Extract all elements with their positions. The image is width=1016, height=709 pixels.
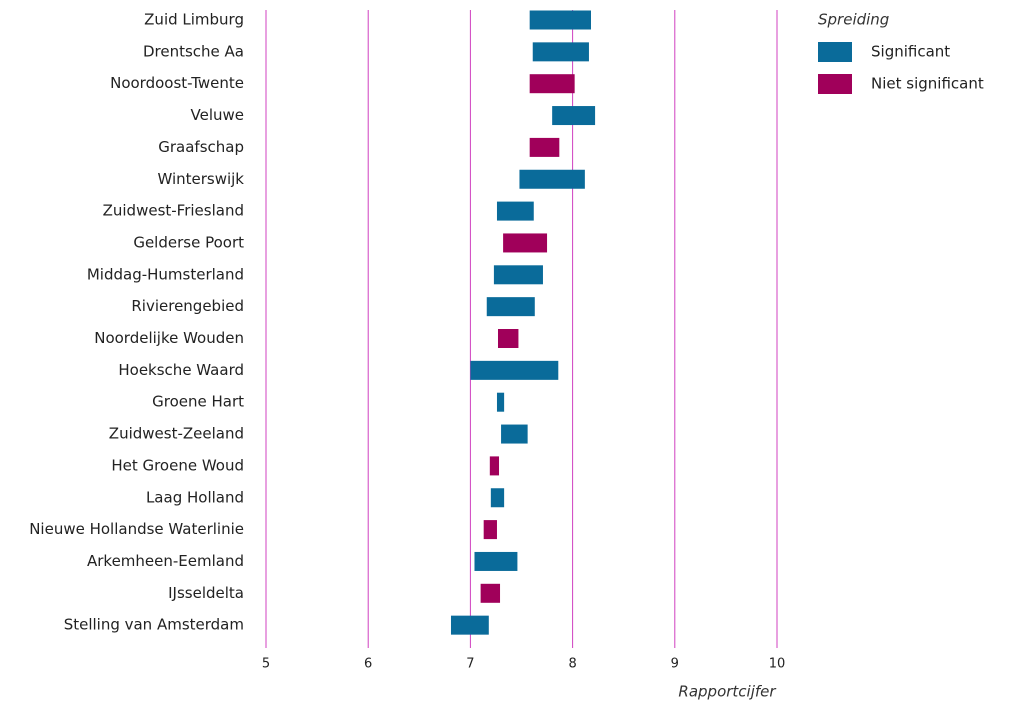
x-axis-label: Rapportcijfer xyxy=(678,683,776,701)
y-tick-label: Het Groene Woud xyxy=(111,456,244,474)
bar xyxy=(501,424,528,444)
x-tick-label: 5 xyxy=(262,657,270,672)
x-tick-label: 7 xyxy=(466,657,474,672)
bar xyxy=(486,297,535,317)
x-tick-label: 6 xyxy=(364,657,372,672)
legend-swatch xyxy=(818,74,852,94)
y-tick-label: Middag-Humsterland xyxy=(87,265,244,283)
legend-swatch xyxy=(818,42,852,62)
y-tick-label: IJsseldelta xyxy=(168,584,244,602)
bar xyxy=(532,42,589,62)
bar xyxy=(490,488,505,508)
y-tick-label: Noordoost-Twente xyxy=(110,74,244,92)
legend-title: Spreiding xyxy=(818,11,889,29)
bar xyxy=(529,74,575,94)
bar xyxy=(529,10,591,30)
bar xyxy=(489,456,500,476)
x-tick-label: 8 xyxy=(568,657,576,672)
y-tick-label: Hoeksche Waard xyxy=(118,361,244,379)
bar xyxy=(450,615,489,635)
legend-label: Significant xyxy=(871,43,950,61)
bar xyxy=(497,329,519,348)
y-tick-label: Noordelijke Wouden xyxy=(94,329,244,347)
bar xyxy=(493,265,543,285)
bar xyxy=(529,137,560,157)
y-tick-label: Winterswijk xyxy=(157,170,244,188)
y-tick-label: Zuidwest-Friesland xyxy=(103,202,244,220)
y-tick-label: Groene Hart xyxy=(152,393,244,411)
bar xyxy=(483,520,497,540)
y-tick-label: Graafschap xyxy=(158,138,244,156)
y-tick-label: Laag Holland xyxy=(146,488,244,506)
y-tick-label: Veluwe xyxy=(191,106,245,124)
x-tick-label: 10 xyxy=(769,657,786,672)
x-tick-label: 9 xyxy=(671,657,679,672)
y-tick-label: Zuid Limburg xyxy=(144,11,244,29)
bar xyxy=(474,551,518,571)
y-tick-label: Rivierengebied xyxy=(131,297,244,315)
bar xyxy=(519,169,585,189)
bar xyxy=(480,583,501,603)
y-tick-label: Zuidwest-Zeeland xyxy=(109,425,244,443)
y-tick-label: Stelling van Amsterdam xyxy=(64,616,244,634)
bar xyxy=(470,360,559,380)
y-tick-label: Gelderse Poort xyxy=(133,233,244,251)
bar xyxy=(496,201,534,221)
y-tick-label: Nieuwe Hollandse Waterlinie xyxy=(29,520,244,538)
y-tick-label: Arkemheen-Eemland xyxy=(87,552,244,570)
legend-label: Niet significant xyxy=(871,75,984,93)
bar xyxy=(552,106,596,126)
bar xyxy=(496,392,505,412)
bar xyxy=(503,233,548,253)
y-tick-label: Drentsche Aa xyxy=(143,42,244,60)
